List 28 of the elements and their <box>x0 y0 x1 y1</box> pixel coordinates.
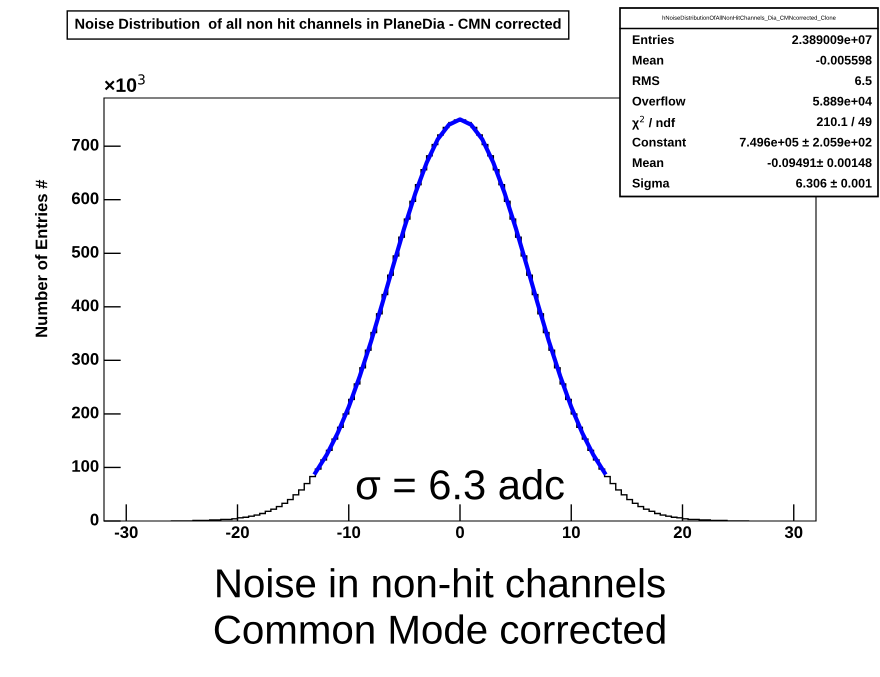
text: Sigma 6.306 ± 0.001 <box>632 178 872 190</box>
y-tick-label: 0 <box>90 514 98 526</box>
x-tick-label: -10 <box>337 526 360 538</box>
y-tick-label: 600 <box>72 192 98 204</box>
x-tick-label: 30 <box>784 526 802 538</box>
annotation: σ = 6.3 adc <box>356 469 564 500</box>
text: RMS 6.5 <box>632 76 872 86</box>
text: Overflow 5.889e+04 <box>632 96 872 106</box>
x-tick-label: -20 <box>226 526 249 538</box>
text: Mean -0.005598 <box>632 56 872 65</box>
y-tick-label: 100 <box>72 460 98 472</box>
y-tick-label: 500 <box>72 246 98 258</box>
text: Noise in non-hit channels Common Mode corrected <box>214 568 665 644</box>
y-tick-label: 400 <box>72 299 98 312</box>
x-tick-label: 20 <box>674 526 692 538</box>
text: Entries 2.389009e+07 <box>632 34 872 44</box>
text: χ$^{2}$ / ndf 210.1 / 49 <box>632 116 872 130</box>
text: Constant 7.496e+05 ± 2.059e+02 <box>632 138 872 147</box>
text: Mean -0.09491± 0.00148 <box>632 158 872 168</box>
text: ×10$^{3}$ <box>104 74 145 92</box>
x-tick-label: 0 <box>456 526 464 538</box>
x-tick-label: -30 <box>114 526 138 538</box>
y-tick-label: 300 <box>72 353 98 365</box>
y-tick-label: 700 <box>72 138 98 151</box>
chart-title: Noise Distribution of all non hit channels in PlaneDia - CMN corrected <box>76 18 561 29</box>
y-axis-title: Number of Entries # <box>35 180 48 337</box>
x-tick-label: 10 <box>563 526 580 538</box>
y-tick-label: 200 <box>72 406 98 418</box>
